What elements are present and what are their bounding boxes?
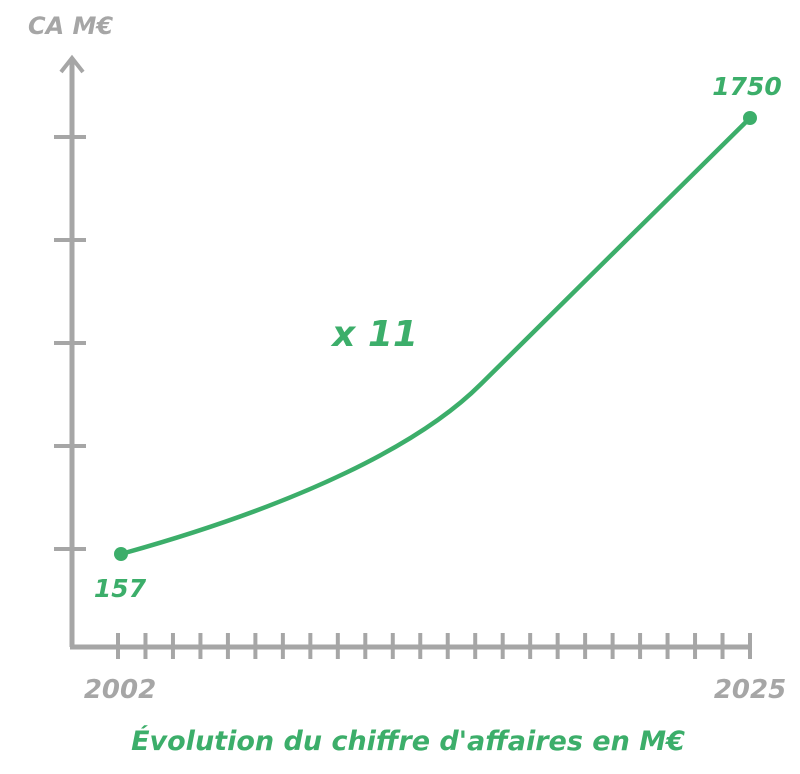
x-tick-label-2025: 2025 xyxy=(714,675,786,705)
axes xyxy=(54,54,752,659)
growth-annotation: x 11 xyxy=(330,314,418,355)
y-axis-arrow xyxy=(59,54,85,74)
data-label-157: 157 xyxy=(94,574,147,603)
series-line xyxy=(118,115,753,557)
data-point-2025 xyxy=(743,111,757,125)
y-axis-label: CA M€ xyxy=(28,12,113,40)
data-label-1750: 1750 xyxy=(712,72,782,101)
x-tick-label-2002: 2002 xyxy=(84,675,156,705)
chart-title: Évolution du chiffre d'affaires en M€ xyxy=(131,725,685,757)
data-point-2002 xyxy=(114,547,128,561)
